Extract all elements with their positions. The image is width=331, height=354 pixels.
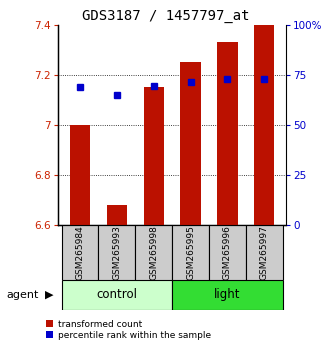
Text: GSM265984: GSM265984 — [75, 225, 84, 280]
Text: GDS3187 / 1457797_at: GDS3187 / 1457797_at — [82, 9, 249, 23]
Bar — [107, 205, 127, 225]
Text: GSM265995: GSM265995 — [186, 225, 195, 280]
Bar — [98, 225, 135, 280]
Text: GSM265997: GSM265997 — [260, 225, 269, 280]
Bar — [172, 280, 283, 310]
Bar — [62, 225, 98, 280]
Text: ▶: ▶ — [45, 290, 53, 300]
Bar — [62, 280, 172, 310]
Text: GSM265993: GSM265993 — [112, 225, 121, 280]
Bar — [135, 225, 172, 280]
Text: control: control — [96, 288, 137, 301]
Bar — [209, 225, 246, 280]
Bar — [70, 125, 90, 225]
Text: agent: agent — [7, 290, 39, 300]
Legend: transformed count, percentile rank within the sample: transformed count, percentile rank withi… — [46, 320, 211, 340]
Bar — [246, 225, 283, 280]
Text: light: light — [214, 288, 241, 301]
Text: GSM265996: GSM265996 — [223, 225, 232, 280]
Bar — [217, 42, 238, 225]
Bar — [254, 25, 274, 225]
Bar — [172, 225, 209, 280]
Bar — [144, 87, 164, 225]
Text: GSM265998: GSM265998 — [149, 225, 158, 280]
Bar — [180, 62, 201, 225]
